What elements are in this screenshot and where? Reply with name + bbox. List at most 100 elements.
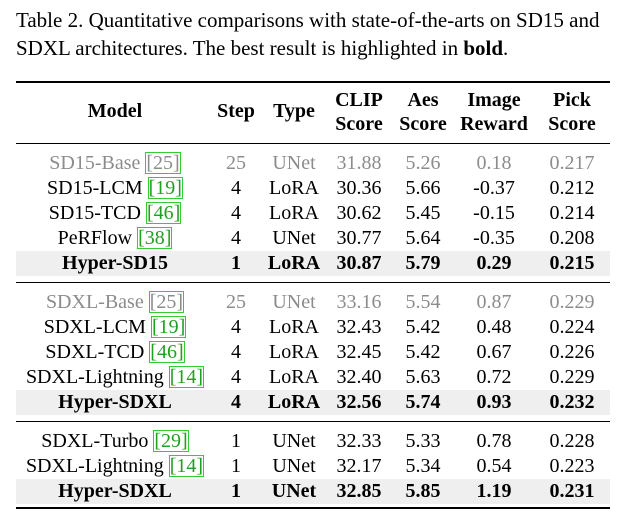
- cell-type: LoRA: [267, 252, 321, 274]
- cell-aes: 5.45: [405, 202, 441, 224]
- citation-link[interactable]: [46]: [149, 341, 185, 363]
- citation-link[interactable]: [14]: [168, 455, 205, 477]
- cell-step: 1: [231, 480, 241, 502]
- cell-step: 4: [231, 177, 241, 199]
- cell-pick: 0.226: [549, 341, 595, 363]
- cell-aes: 5.85: [405, 480, 441, 502]
- cell-type: LoRA: [269, 366, 319, 388]
- cell-model: SDXL-Lightning [14]: [25, 366, 205, 388]
- cell-step: 4: [231, 366, 241, 388]
- cell-pick: 0.224: [549, 316, 595, 338]
- header-ir-line2: Reward: [460, 113, 528, 135]
- cell-clip: 32.33: [336, 430, 382, 452]
- header-step: Step: [217, 100, 255, 122]
- header-type: Type: [273, 100, 315, 122]
- cell-step: 25: [226, 152, 246, 174]
- cell-pick: 0.228: [549, 430, 595, 452]
- citation-link[interactable]: [14]: [168, 366, 205, 388]
- cell-image-reward: 0.29: [476, 252, 512, 274]
- cell-image-reward: 0.67: [476, 341, 512, 363]
- table-row: SDXL-Base [25] 25 UNet 33.16 5.54 0.87 0…: [16, 290, 610, 315]
- cell-model: SD15-Base [25]: [49, 152, 181, 174]
- cell-pick: 0.217: [549, 152, 595, 174]
- header-pick-line1: Pick: [553, 89, 591, 111]
- cell-aes: 5.74: [405, 391, 441, 413]
- citation-link[interactable]: [46]: [145, 202, 182, 224]
- cell-type: UNet: [272, 291, 316, 313]
- cell-pick: 0.223: [549, 455, 595, 477]
- cell-image-reward: -0.37: [473, 177, 515, 199]
- cell-type: LoRA: [269, 202, 319, 224]
- table-row: SDXL-Lightning [14] 4 LoRA 32.40 5.63 0.…: [16, 365, 610, 390]
- cell-clip: 32.85: [336, 480, 382, 502]
- cell-clip: 32.43: [336, 316, 382, 338]
- table-top-rule: [16, 81, 610, 83]
- cell-aes: 5.64: [405, 227, 441, 249]
- cell-clip: 32.17: [336, 455, 382, 477]
- table-row: SD15-LCM [19] 4 LoRA 30.36 5.66 -0.37 0.…: [16, 176, 610, 201]
- cell-type: UNet: [272, 455, 316, 477]
- cell-clip: 30.36: [336, 177, 382, 199]
- cell-image-reward: 1.19: [476, 480, 512, 502]
- group-rule: [16, 282, 610, 283]
- header-clip-line2: Score: [335, 113, 383, 135]
- cell-step: 4: [231, 341, 241, 363]
- cell-image-reward: 0.48: [476, 316, 512, 338]
- table-row-highlighted: Hyper-SDXL 1 UNet 32.85 5.85 1.19 0.231: [16, 479, 610, 504]
- cell-clip: 32.45: [336, 341, 382, 363]
- table-row: SDXL-LCM [19] 4 LoRA 32.43 5.42 0.48 0.2…: [16, 315, 610, 340]
- citation-link[interactable]: [29]: [153, 430, 189, 452]
- cell-type: UNet: [272, 152, 316, 174]
- table-bottom-rule: [16, 507, 610, 509]
- cell-type: UNet: [271, 480, 317, 502]
- cell-model: SDXL-Lightning [14]: [25, 455, 205, 477]
- cell-image-reward: 0.18: [476, 152, 512, 174]
- cell-aes: 5.26: [405, 152, 441, 174]
- citation-link[interactable]: [38]: [137, 227, 173, 249]
- cell-type: UNet: [272, 430, 316, 452]
- header-pick-score: Pick Score: [534, 88, 610, 136]
- caption-suffix: .: [503, 36, 509, 60]
- cell-model: Hyper-SDXL: [58, 391, 172, 413]
- cell-pick: 0.232: [549, 391, 595, 413]
- cell-pick: 0.229: [549, 291, 595, 313]
- header-clip-score: CLIP Score: [328, 88, 390, 136]
- citation-link[interactable]: [25]: [148, 291, 185, 313]
- header-rule: [16, 143, 610, 144]
- cell-pick: 0.229: [549, 366, 595, 388]
- cell-aes: 5.42: [405, 341, 441, 363]
- cell-image-reward: 0.54: [476, 455, 512, 477]
- cell-clip: 30.87: [336, 252, 382, 274]
- cell-pick: 0.214: [549, 202, 595, 224]
- cell-image-reward: -0.15: [473, 202, 515, 224]
- cell-step: 4: [231, 316, 241, 338]
- table-row: SDXL-TCD [46] 4 LoRA 32.45 5.42 0.67 0.2…: [16, 340, 610, 365]
- caption-text: Table 2. Quantitative comparisons with s…: [16, 8, 600, 60]
- cell-type: LoRA: [269, 316, 319, 338]
- citation-link[interactable]: [25]: [145, 152, 181, 174]
- cell-pick: 0.208: [549, 227, 595, 249]
- cell-model: SD15-TCD [46]: [48, 202, 182, 224]
- cell-type: LoRA: [269, 177, 319, 199]
- cell-aes: 5.34: [405, 455, 441, 477]
- cell-aes: 5.63: [405, 366, 441, 388]
- table-header: Model Step Type CLIP Score Aes Score Image…: [16, 87, 610, 139]
- cell-aes: 5.42: [405, 316, 441, 338]
- header-pick-line2: Score: [548, 113, 596, 135]
- cell-pick: 0.212: [549, 177, 595, 199]
- citation-link[interactable]: [19]: [150, 316, 187, 338]
- table-row-highlighted: Hyper-SD15 1 LoRA 30.87 5.79 0.29 0.215: [16, 251, 610, 276]
- table-row: PeRFlow [38] 4 UNet 30.77 5.64 -0.35 0.2…: [16, 226, 610, 251]
- header-model: Model: [87, 100, 143, 122]
- cell-image-reward: 0.87: [476, 291, 512, 313]
- cell-image-reward: -0.35: [473, 227, 515, 249]
- cell-model: SDXL-TCD [46]: [45, 341, 185, 363]
- cell-model: SDXL-Base [25]: [45, 291, 185, 313]
- cell-aes: 5.33: [405, 430, 441, 452]
- cell-clip: 30.77: [336, 227, 382, 249]
- header-aes-score: Aes Score: [392, 88, 454, 136]
- cell-type: LoRA: [267, 391, 321, 413]
- citation-link[interactable]: [19]: [147, 177, 183, 199]
- table-row: SDXL-Turbo [29] 1 UNet 32.33 5.33 0.78 0…: [16, 429, 610, 454]
- table-row-highlighted: Hyper-SDXL 4 LoRA 32.56 5.74 0.93 0.232: [16, 390, 610, 415]
